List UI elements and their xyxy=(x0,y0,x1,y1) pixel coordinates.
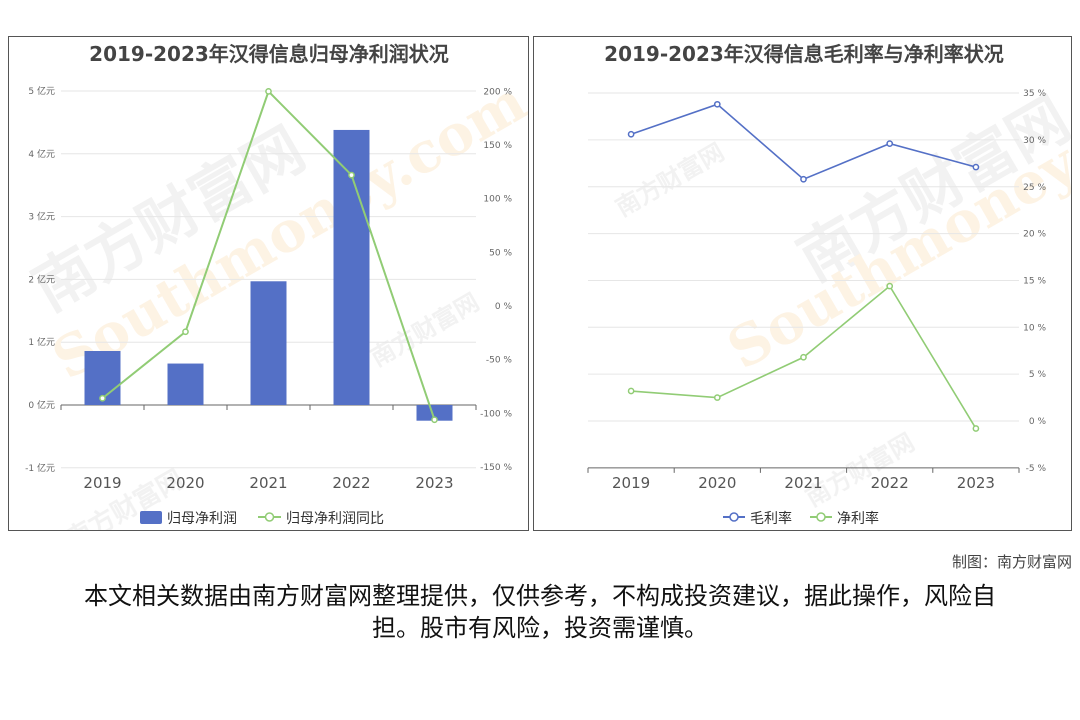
y-right-tick-label: 50 % xyxy=(489,248,512,258)
x-tick-label: 2022 xyxy=(332,474,370,492)
y-right-tick-label: 20 % xyxy=(1023,230,1046,240)
y-right-tick-label: 30 % xyxy=(1023,136,1046,146)
y-left-tick-label: 5 亿元 xyxy=(28,85,55,97)
y-left-tick-label: -1 亿元 xyxy=(25,462,55,474)
y-right-tick-label: 100 % xyxy=(483,195,512,205)
legend-swatch-marker xyxy=(729,512,739,522)
y-left-tick-label: 4 亿元 xyxy=(28,148,55,160)
bar-2020 xyxy=(167,363,204,405)
x-tick-label: 2023 xyxy=(957,474,995,492)
yoy-point-2023 xyxy=(431,416,438,424)
y-left-tick-label: 0 亿元 xyxy=(28,399,55,411)
chart-title: 2019-2023年汉得信息归母净利润状况 xyxy=(89,42,449,66)
y-right-tick-label: 0 % xyxy=(1029,417,1047,427)
series-0-point-2023 xyxy=(972,163,980,171)
y-right-tick-label: 10 % xyxy=(1023,323,1046,333)
y-right-tick-label: 0 % xyxy=(495,302,513,312)
y-right-tick-label: -50 % xyxy=(486,356,513,366)
net-profit-chart: 南方财富网Southmoney.com南方财富网南方财富网2019-2023年汉… xyxy=(22,42,528,530)
watermark-cn-small: 南方财富网 xyxy=(801,427,919,512)
x-tick-label: 2022 xyxy=(871,474,909,492)
series-0-point-2019 xyxy=(627,130,635,138)
legend-swatch-marker xyxy=(264,512,275,522)
x-tick-label: 2023 xyxy=(415,474,453,492)
series-1-point-2022 xyxy=(886,282,894,290)
series-0-point-2020 xyxy=(713,100,721,108)
x-tick-label: 2020 xyxy=(166,474,204,492)
x-tick-label: 2019 xyxy=(612,474,650,492)
bar-2021 xyxy=(250,281,287,405)
chart-credit: 制图：南方财富网 xyxy=(951,553,1072,571)
margin-chart: 南方财富网Southmoney.com南方财富网南方财富网2019-2023年汉… xyxy=(587,42,1071,527)
margin-chart-panel: 南方财富网 Southmoney.com 南方财富网 南方财富网 2019-2023年汉… xyxy=(533,36,1072,531)
x-tick-label: 2021 xyxy=(784,474,822,492)
legend-swatch-marker xyxy=(816,512,826,522)
y-right-tick-label: -5 % xyxy=(1026,464,1047,474)
x-tick-label: 2020 xyxy=(698,474,736,492)
bar-2022 xyxy=(333,129,370,405)
watermark-cn-small: 南方财富网 xyxy=(366,287,484,372)
yoy-point-2020 xyxy=(182,328,189,336)
y-right-tick-label: 200 % xyxy=(483,87,512,97)
y-right-tick-label: 15 % xyxy=(1023,276,1046,286)
yoy-point-2022 xyxy=(348,171,355,179)
y-right-tick-label: 5 % xyxy=(1029,370,1047,380)
series-1-point-2019 xyxy=(627,387,635,395)
yoy-point-2021 xyxy=(265,88,272,95)
x-tick-label: 2021 xyxy=(249,474,287,492)
legend-swatch-bar xyxy=(140,511,162,524)
legend-label: 毛利率 xyxy=(750,510,792,527)
series-1-point-2023 xyxy=(972,425,980,432)
series-1-point-2021 xyxy=(800,353,807,361)
watermark-cn-small: 南方财富网 xyxy=(611,137,729,222)
chart-title: 2019-2023年汉得信息毛利率与净利率状况 xyxy=(604,42,1004,66)
y-right-tick-label: 150 % xyxy=(483,141,512,151)
y-left-tick-label: 2 亿元 xyxy=(28,273,55,285)
bar-2023 xyxy=(416,405,453,421)
y-right-tick-label: 35 % xyxy=(1023,89,1046,99)
y-left-tick-label: 3 亿元 xyxy=(28,211,55,223)
y-right-tick-label: -150 % xyxy=(480,463,512,473)
legend-label: 归母净利润 xyxy=(167,510,237,527)
series-1-point-2020 xyxy=(713,394,721,401)
series-0-point-2022 xyxy=(886,140,894,147)
legend-label: 净利率 xyxy=(837,510,879,527)
disclaimer-text: 本文相关数据由南方财富网整理提供，仅供参考，不构成投资建议，据此操作，风险自担。… xyxy=(84,582,996,642)
series-0-point-2021 xyxy=(800,175,807,183)
y-right-tick-label: -100 % xyxy=(480,409,512,419)
y-left-tick-label: 1 亿元 xyxy=(28,336,55,348)
x-tick-label: 2019 xyxy=(83,474,121,492)
legend-label: 归母净利润同比 xyxy=(286,510,384,527)
net-profit-chart-panel: 南方财富网 Southmoney.com 南方财富网 南方财富网 2019-2023年汉… xyxy=(8,36,529,531)
yoy-point-2019 xyxy=(99,394,106,402)
y-right-tick-label: 25 % xyxy=(1023,183,1046,193)
